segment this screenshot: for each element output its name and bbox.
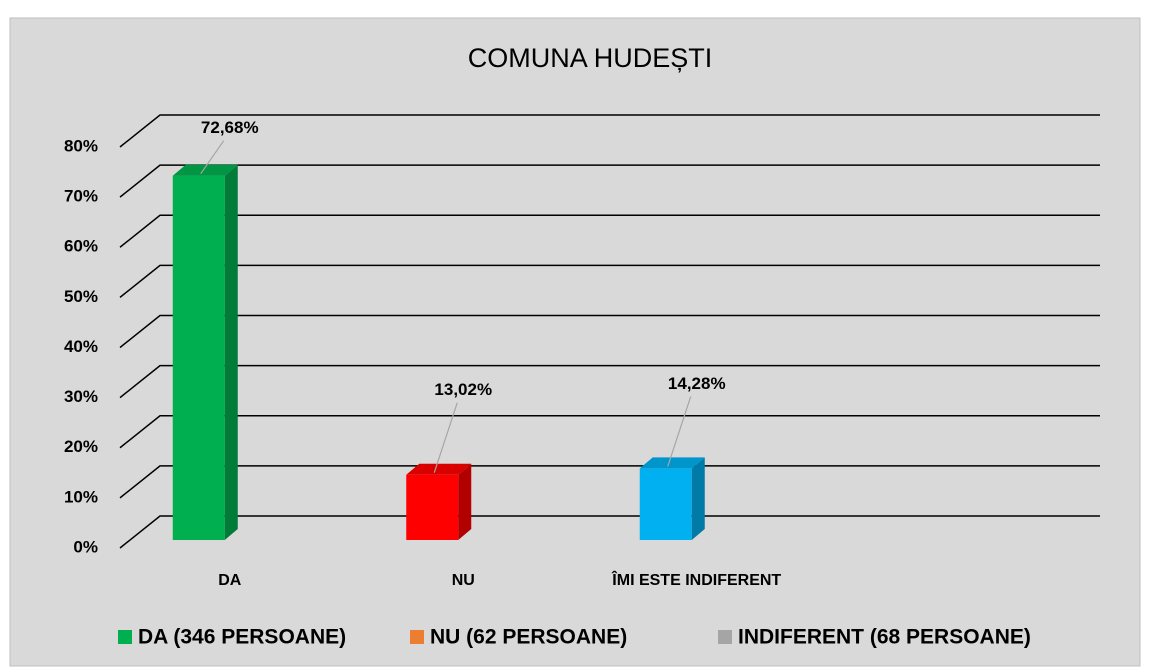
chart-title: COMUNA HUDEȘTI	[468, 43, 713, 73]
bar	[172, 175, 225, 540]
y-tick-label: 80%	[64, 136, 98, 155]
leader-line	[667, 396, 692, 467]
value-label: 14,28%	[668, 374, 726, 393]
grid-line	[119, 364, 1100, 399]
leader-line	[433, 402, 458, 473]
y-tick-label: 60%	[64, 237, 98, 256]
x-tick-label: NU	[452, 572, 475, 589]
grid-line	[119, 214, 1100, 248]
y-tick-label: 30%	[64, 387, 98, 406]
bar-side	[224, 164, 238, 540]
y-tick-label: 70%	[64, 187, 98, 206]
bar	[406, 474, 459, 540]
y-tick-label: 10%	[64, 487, 98, 506]
bar-side	[691, 457, 705, 540]
value-label: 13,02%	[434, 380, 492, 399]
bar-top	[406, 463, 472, 475]
bar	[639, 468, 692, 540]
bar-side	[458, 463, 472, 540]
value-label: 72,68%	[201, 118, 259, 137]
bar-top	[639, 457, 705, 469]
x-tick-label: ÎMI ESTE INDIFERENT	[611, 570, 781, 589]
y-tick-label: 40%	[64, 337, 98, 356]
grid-line	[119, 465, 1100, 499]
grid-line	[119, 164, 1100, 198]
x-tick-label: DA	[218, 572, 242, 589]
grid-line	[119, 314, 1100, 349]
y-tick-label: 50%	[64, 287, 98, 306]
y-tick-label: 20%	[64, 437, 98, 456]
legend-label: INDIFERENT (68 PERSOANE)	[738, 626, 1031, 649]
legend-swatch	[718, 630, 732, 644]
grid-line	[119, 114, 1100, 148]
grid-line	[119, 415, 1100, 449]
legend-swatch	[118, 630, 132, 644]
legend-swatch	[410, 630, 424, 644]
legend-label: NU (62 PERSOANE)	[430, 626, 627, 649]
grid-line	[119, 264, 1100, 298]
leader-line	[200, 140, 225, 175]
bar-top	[172, 164, 238, 176]
y-tick-label: 0%	[73, 537, 98, 556]
grid-line	[119, 515, 1100, 549]
legend-label: DA (346 PERSOANE)	[138, 626, 346, 649]
